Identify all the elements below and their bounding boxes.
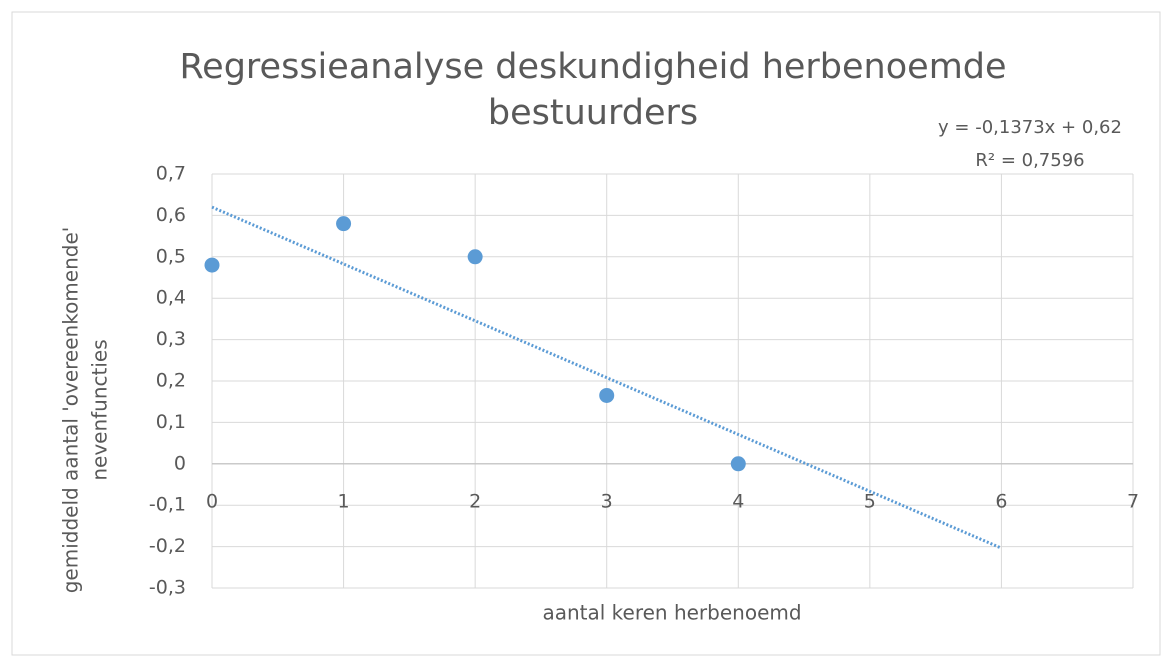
y-tick-label: 0,7 [156, 163, 186, 185]
y-axis-title: nevenfuncties [88, 339, 112, 480]
data-point [204, 257, 220, 273]
x-tick-label: 3 [601, 490, 613, 512]
x-tick-label: 7 [1127, 490, 1139, 512]
x-tick-label: 4 [732, 490, 744, 512]
x-tick-label: 5 [864, 490, 876, 512]
data-point [730, 456, 746, 472]
y-tick-label: -0,2 [149, 535, 186, 557]
data-point [467, 249, 483, 265]
data-point [336, 216, 352, 232]
y-axis-title: gemiddeld aantal 'overeenkomende' [59, 227, 83, 594]
y-tick-label: 0,4 [156, 287, 186, 309]
y-tick-label: 0 [174, 452, 186, 474]
y-tick-label: 0,1 [156, 411, 186, 433]
x-tick-label: 2 [469, 490, 481, 512]
x-tick-label: 0 [206, 490, 218, 512]
chart-title: Regressieanalyse deskundigheid herbenoem… [179, 47, 1006, 87]
x-axis-title: aantal keren herbenoemd [542, 601, 801, 625]
trendline [211, 205, 1003, 550]
chart-title: bestuurders [488, 93, 698, 133]
trendline-equation: y = -0,1373x + 0,62 [938, 117, 1122, 138]
y-tick-label: -0,3 [149, 577, 186, 599]
data-point [599, 387, 615, 403]
y-tick-label: 0,5 [156, 245, 186, 267]
y-tick-label: 0,6 [156, 204, 186, 226]
y-tick-label: -0,1 [149, 494, 186, 516]
y-tick-label: 0,3 [156, 328, 186, 350]
chart-border [11, 11, 1161, 656]
y-tick-label: 0,2 [156, 370, 186, 392]
x-tick-label: 1 [338, 490, 350, 512]
trendline-r2: R² = 0,7596 [975, 150, 1084, 171]
x-tick-label: 6 [995, 490, 1007, 512]
